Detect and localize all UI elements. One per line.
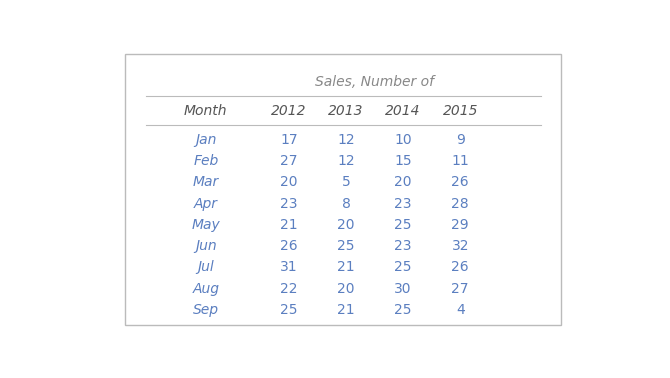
Text: 15: 15 — [394, 154, 412, 168]
Text: 30: 30 — [395, 282, 412, 296]
Text: 27: 27 — [280, 154, 297, 168]
Text: 25: 25 — [280, 303, 297, 317]
Text: 2014: 2014 — [385, 104, 421, 118]
Text: Mar: Mar — [193, 175, 219, 189]
Text: 9: 9 — [456, 133, 464, 147]
Text: 10: 10 — [394, 133, 412, 147]
Text: 12: 12 — [337, 133, 355, 147]
Text: 23: 23 — [395, 197, 412, 211]
Text: 2012: 2012 — [271, 104, 307, 118]
Text: Jul: Jul — [198, 260, 214, 274]
Text: 25: 25 — [337, 239, 354, 253]
Text: 28: 28 — [452, 197, 469, 211]
Text: 26: 26 — [452, 175, 469, 189]
Text: Jan: Jan — [195, 133, 216, 147]
Text: 20: 20 — [395, 175, 412, 189]
Text: 20: 20 — [337, 218, 354, 232]
Text: 17: 17 — [280, 133, 297, 147]
Text: 27: 27 — [452, 282, 469, 296]
Text: 25: 25 — [395, 260, 412, 274]
Text: 26: 26 — [280, 239, 297, 253]
Text: 29: 29 — [452, 218, 469, 232]
Text: 21: 21 — [337, 303, 355, 317]
Text: 31: 31 — [280, 260, 297, 274]
Text: 25: 25 — [395, 218, 412, 232]
Text: 23: 23 — [395, 239, 412, 253]
Text: Sep: Sep — [193, 303, 219, 317]
Text: Month: Month — [184, 104, 228, 118]
Text: May: May — [192, 218, 220, 232]
Text: 20: 20 — [337, 282, 354, 296]
Text: 5: 5 — [342, 175, 350, 189]
Text: 22: 22 — [280, 282, 297, 296]
Text: Feb: Feb — [193, 154, 218, 168]
Text: 8: 8 — [342, 197, 350, 211]
Text: 20: 20 — [280, 175, 297, 189]
Text: Sales, Number of: Sales, Number of — [315, 75, 434, 89]
Text: 23: 23 — [280, 197, 297, 211]
Text: 2013: 2013 — [328, 104, 364, 118]
Text: 25: 25 — [395, 303, 412, 317]
Text: 26: 26 — [452, 260, 469, 274]
Text: 21: 21 — [337, 260, 355, 274]
Text: 12: 12 — [337, 154, 355, 168]
Text: Aug: Aug — [192, 282, 219, 296]
Text: 32: 32 — [452, 239, 469, 253]
Text: 21: 21 — [280, 218, 297, 232]
Text: 11: 11 — [452, 154, 469, 168]
Text: 2015: 2015 — [442, 104, 478, 118]
Text: Jun: Jun — [195, 239, 216, 253]
Text: 4: 4 — [456, 303, 464, 317]
Text: Apr: Apr — [194, 197, 218, 211]
FancyBboxPatch shape — [125, 54, 561, 325]
